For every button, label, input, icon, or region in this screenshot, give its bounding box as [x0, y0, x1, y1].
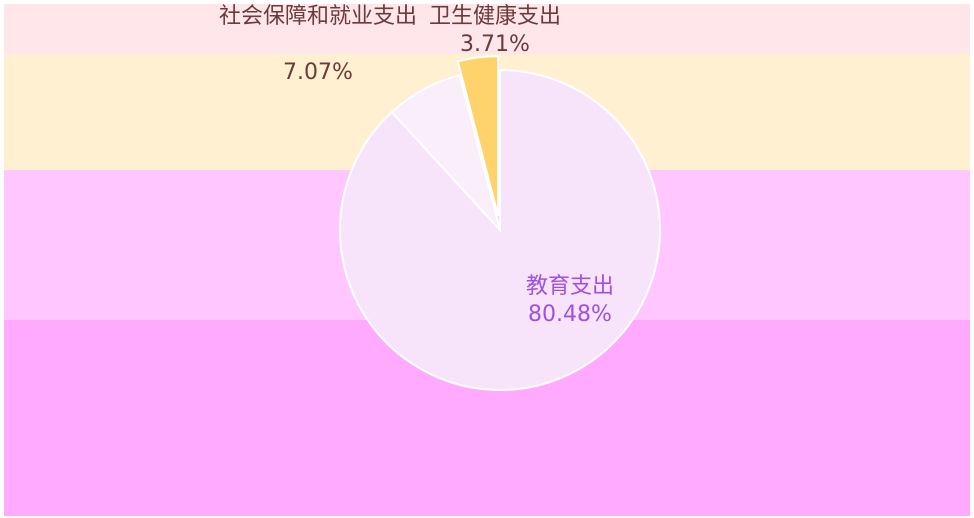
slice-label: 卫生健康支出 [429, 4, 561, 29]
slice-label: 教育支出 [526, 274, 614, 299]
chart: 教育支出 80.48% 社会保障和就业支出 7.07% 卫生健康支出 3.71% [0, 0, 974, 518]
slice-value: 7.07% [283, 60, 353, 85]
slice-value: 3.71% [460, 32, 530, 57]
slice-label: 社会保障和就业支出 [219, 4, 417, 29]
slice-value: 80.48% [528, 302, 612, 327]
